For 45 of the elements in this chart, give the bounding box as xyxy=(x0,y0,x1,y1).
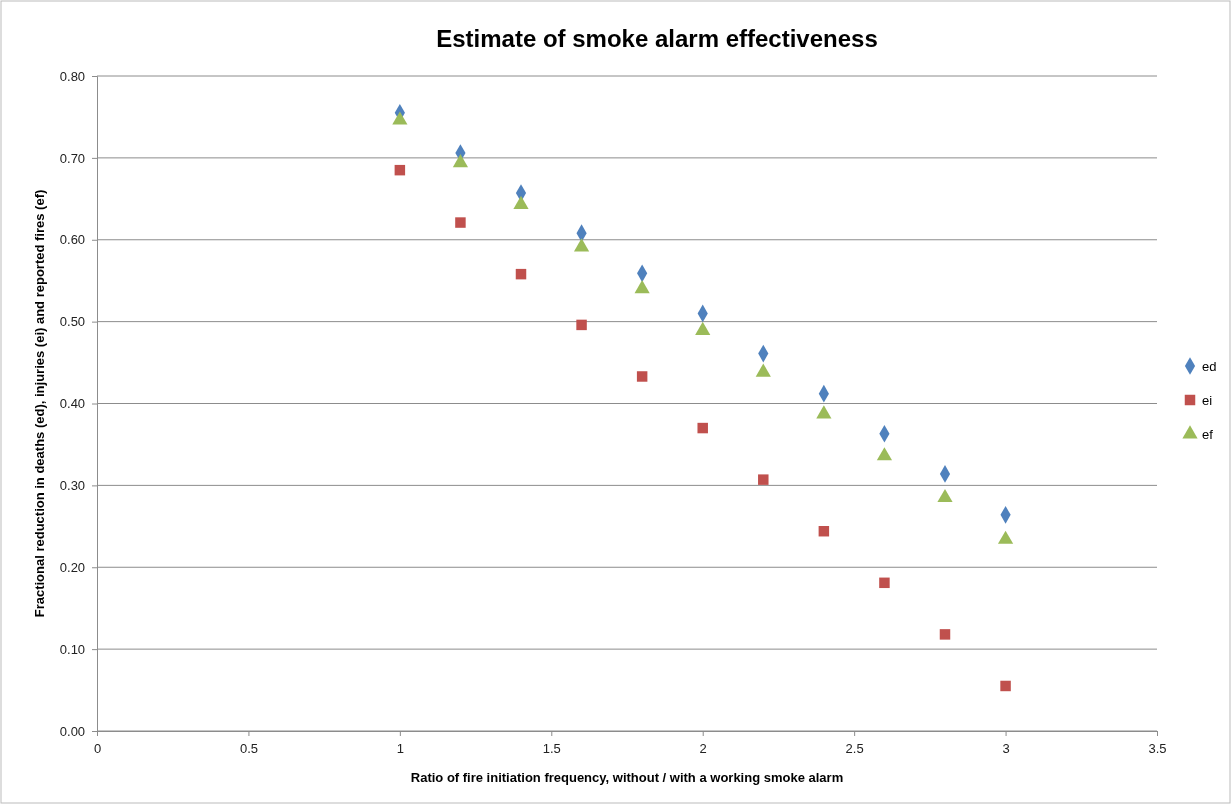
y-tick-label: 0.30 xyxy=(59,478,86,494)
point xyxy=(1000,680,1011,692)
y-tick-label: 0.50 xyxy=(59,314,86,330)
point xyxy=(392,111,408,125)
y-axis-title: Fractional reduction in deaths (ed), injuries (ei) and reported fires (ef) xyxy=(32,189,47,618)
legend-label: ef xyxy=(1202,427,1214,442)
y-tick-label: 0.70 xyxy=(59,150,86,166)
point xyxy=(997,530,1014,544)
x-tick-label: 3.5 xyxy=(1148,741,1167,757)
point xyxy=(573,238,590,252)
point xyxy=(697,422,708,434)
point xyxy=(879,577,890,589)
point xyxy=(758,474,769,485)
point xyxy=(634,280,650,294)
point xyxy=(818,525,830,537)
x-tick-label: 3 xyxy=(1002,741,1010,757)
y-tick-label: 0.60 xyxy=(59,232,86,248)
y-tick-label: 0.10 xyxy=(59,641,86,657)
point xyxy=(394,164,406,176)
y-tick-label: 0.80 xyxy=(59,68,86,84)
x-tick-label: 0.5 xyxy=(239,741,258,757)
x-tick-label: 2.5 xyxy=(845,741,864,757)
chart-title: Estimate of smoke alarm effectiveness xyxy=(436,25,878,52)
point xyxy=(755,363,771,377)
point xyxy=(515,268,527,280)
point xyxy=(939,629,951,640)
point xyxy=(452,154,469,168)
legend-label: ed xyxy=(1202,359,1217,374)
point xyxy=(455,217,466,228)
y-tick-label: 0.00 xyxy=(59,723,86,739)
point xyxy=(513,195,529,209)
point xyxy=(576,319,587,331)
x-tick-label: 1.5 xyxy=(542,741,561,757)
point xyxy=(636,371,648,382)
point xyxy=(876,447,893,461)
point xyxy=(937,488,953,503)
x-tick-label: 0 xyxy=(93,741,102,757)
x-tick-label: 2 xyxy=(699,741,707,757)
y-tick-label: 0.40 xyxy=(59,396,86,412)
x-tick-label: 1 xyxy=(396,741,404,757)
y-tick-label: 0.20 xyxy=(59,559,86,575)
point xyxy=(816,405,832,419)
legend-label: ei xyxy=(1202,393,1213,408)
x-axis-title: Ratio of fire initiation frequency, without / with a working smoke alarm xyxy=(410,770,844,785)
point xyxy=(695,321,711,336)
